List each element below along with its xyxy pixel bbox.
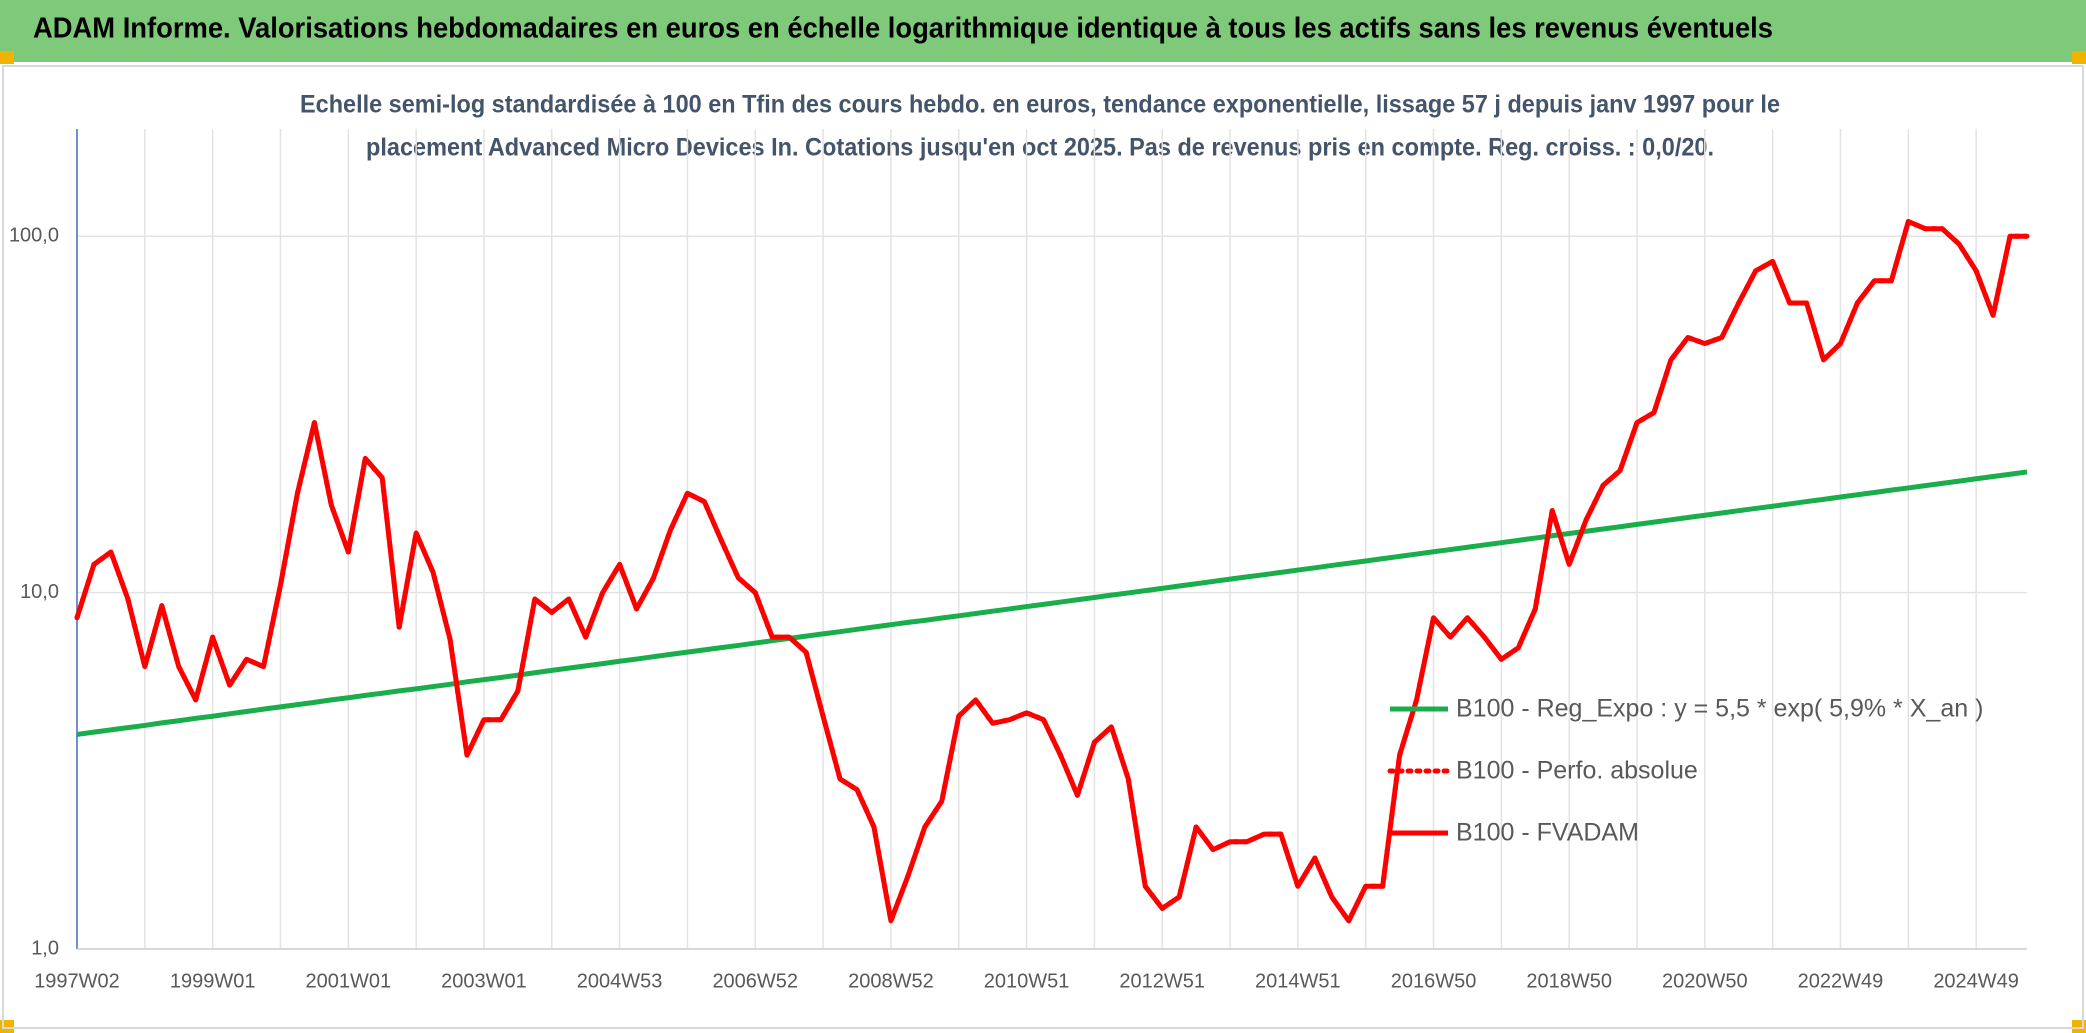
legend-label: B100 - FVADAM xyxy=(1456,819,1639,847)
data-line xyxy=(76,469,2028,737)
x-tick-label: 2003W01 xyxy=(441,970,527,992)
x-tick-label: 2020W50 xyxy=(1662,970,1748,992)
x-tick-label: 2012W51 xyxy=(1119,970,1205,992)
x-tick-label: 2014W51 xyxy=(1255,970,1341,992)
x-tick-label: 2022W49 xyxy=(1798,970,1884,992)
x-tick-label: 2008W52 xyxy=(848,970,934,992)
chart-subtitle: Echelle semi-log standardisée à 100 en T… xyxy=(300,91,1780,119)
y-tick-label: 1,0 xyxy=(31,937,59,959)
header-bar xyxy=(0,0,2086,62)
x-tick-label: 2004W53 xyxy=(577,970,663,992)
corner xyxy=(0,51,14,64)
chart-border xyxy=(2,65,2084,1029)
corner xyxy=(2072,51,2086,64)
chart-title: ADAM Informe. Valorisations hebdomadaire… xyxy=(33,13,1773,45)
x-tick-label: 2016W50 xyxy=(1391,970,1477,992)
data-line xyxy=(74,219,2027,924)
x-tick-label: 2010W51 xyxy=(984,970,1070,992)
x-tick-label: 1999W01 xyxy=(170,970,256,992)
legend-label: B100 - Reg_Expo : y = 5,5 * exp( 5,9% * … xyxy=(1456,695,1983,723)
x-tick-label: 2024W49 xyxy=(1933,970,2019,992)
x-tick-label: 2018W50 xyxy=(1526,970,1612,992)
x-tick-label: 2001W01 xyxy=(305,970,391,992)
x-tick-label: 2006W52 xyxy=(712,970,798,992)
chart-subtitle: placement Advanced Micro Devices In. Cot… xyxy=(366,134,1714,162)
x-tick-label: 1997W02 xyxy=(34,970,120,992)
y-tick-label: 100,0 xyxy=(9,225,59,247)
y-tick-label: 10,0 xyxy=(20,581,59,603)
legend-label: B100 - Perfo. absolue xyxy=(1456,757,1698,785)
